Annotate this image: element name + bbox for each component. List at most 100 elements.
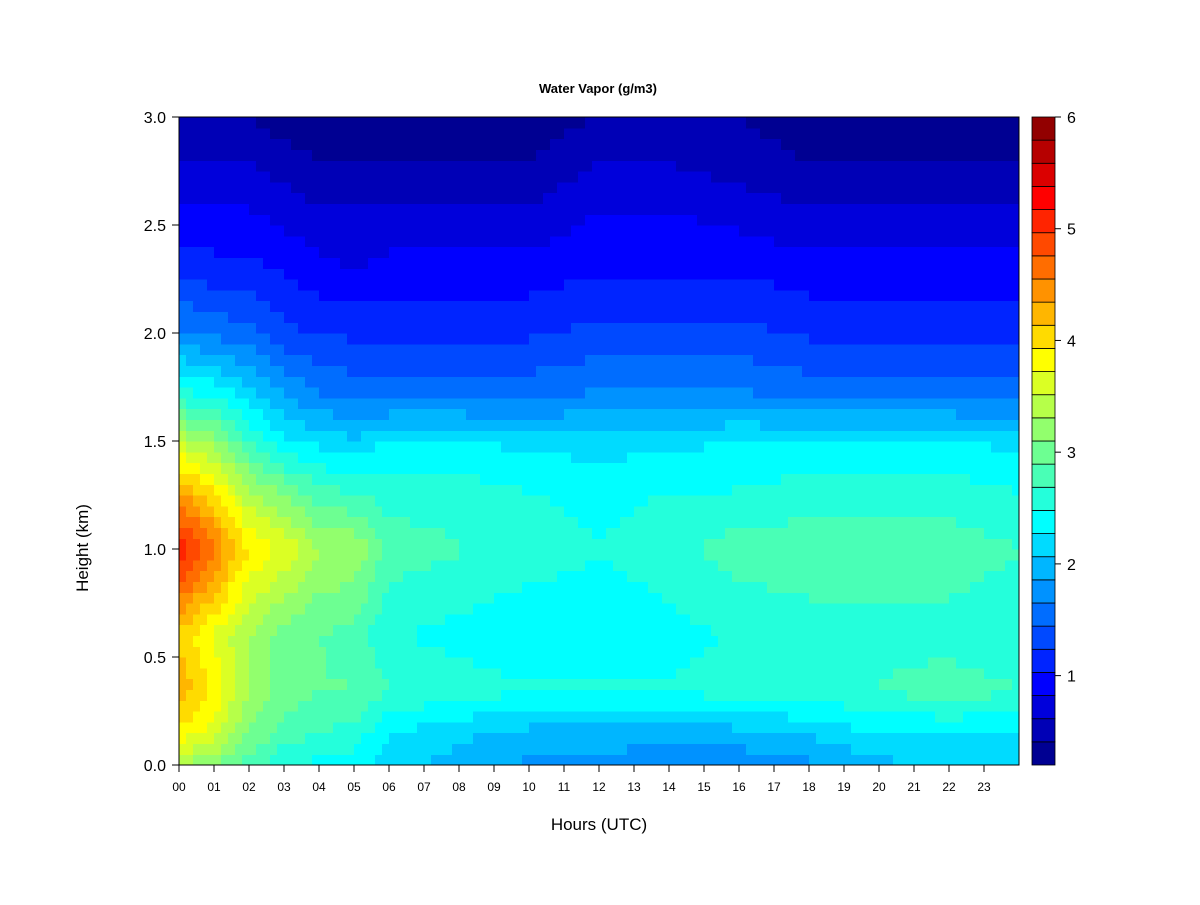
heatmap-cell: [725, 441, 733, 453]
heatmap-cell: [466, 127, 474, 140]
heatmap-cell: [277, 225, 285, 237]
heatmap-cell: [249, 538, 257, 550]
heatmap-cell: [473, 171, 481, 183]
heatmap-cell: [676, 279, 684, 291]
heatmap-cell: [592, 711, 600, 723]
heatmap-cell: [179, 365, 187, 377]
heatmap-cell: [445, 333, 453, 345]
heatmap-cell: [403, 246, 411, 258]
heatmap-cell: [270, 419, 278, 431]
heatmap-cell: [445, 689, 453, 701]
heatmap-cell: [753, 743, 761, 755]
heatmap-cell: [578, 451, 586, 464]
heatmap-cell: [228, 246, 236, 258]
heatmap-cell: [221, 721, 229, 734]
heatmap-cell: [361, 171, 369, 183]
heatmap-cell: [487, 473, 495, 485]
heatmap-cell: [550, 311, 558, 323]
heatmap-cell: [704, 430, 712, 442]
heatmap-cell: [424, 732, 432, 744]
heatmap-cell: [606, 505, 614, 518]
heatmap-cell: [347, 657, 355, 669]
heatmap-cell: [718, 592, 726, 604]
heatmap-cell: [354, 505, 362, 518]
heatmap-cell: [557, 127, 565, 140]
heatmap-cell: [207, 268, 215, 280]
heatmap-cell: [284, 549, 292, 561]
heatmap-cell: [375, 613, 383, 626]
heatmap-cell: [214, 149, 222, 161]
heatmap-cell: [270, 441, 278, 453]
heatmap-cell: [214, 603, 222, 615]
heatmap-cell: [242, 495, 250, 507]
heatmap-cell: [648, 646, 656, 658]
heatmap-cell: [382, 246, 390, 258]
heatmap-cell: [641, 646, 649, 658]
heatmap-cell: [221, 495, 229, 507]
heatmap-cell: [627, 527, 635, 539]
heatmap-cell: [417, 732, 425, 744]
heatmap-cell: [186, 646, 194, 658]
heatmap-cell: [375, 300, 383, 312]
heatmap-cell: [424, 246, 432, 258]
heatmap-cell: [676, 462, 684, 474]
heatmap-cell: [382, 203, 390, 215]
heatmap-cell: [256, 279, 264, 291]
heatmap-cell: [263, 570, 271, 582]
heatmap-cell: [298, 214, 306, 226]
heatmap-cell: [207, 376, 215, 388]
heatmap-cell: [200, 473, 208, 485]
heatmap-cell: [228, 419, 236, 431]
heatmap-cell: [333, 138, 341, 150]
heatmap-cell: [214, 203, 222, 215]
heatmap-cell: [347, 592, 355, 604]
heatmap-cell: [228, 732, 236, 744]
heatmap-cell: [389, 624, 397, 636]
heatmap-cell: [438, 624, 446, 636]
heatmap-cell: [186, 343, 194, 356]
heatmap-cell: [494, 192, 502, 204]
heatmap-cell: [683, 365, 691, 377]
heatmap-cell: [466, 549, 474, 561]
heatmap-cell: [277, 181, 285, 194]
heatmap-cell: [725, 559, 733, 572]
heatmap-cell: [578, 192, 586, 204]
heatmap-cell: [242, 268, 250, 280]
heatmap-cell: [235, 484, 243, 496]
heatmap-cell: [354, 160, 362, 172]
heatmap-cell: [690, 117, 698, 129]
heatmap-cell: [655, 613, 663, 626]
heatmap-cell: [753, 289, 761, 302]
heatmap-cell: [543, 376, 551, 388]
heatmap-cell: [298, 311, 306, 323]
heatmap-cell: [326, 181, 334, 194]
heatmap-cell: [375, 268, 383, 280]
heatmap-cell: [228, 181, 236, 194]
heatmap-cell: [445, 441, 453, 453]
heatmap-cell: [501, 495, 509, 507]
heatmap-cell: [599, 549, 607, 561]
heatmap-cell: [578, 581, 586, 593]
heatmap-cell: [361, 613, 369, 626]
heatmap-cell: [445, 721, 453, 734]
heatmap-cell: [718, 246, 726, 258]
heatmap-cell: [655, 495, 663, 507]
heatmap-cell: [305, 138, 313, 150]
heatmap-cell: [473, 732, 481, 744]
heatmap-cell: [739, 408, 747, 420]
heatmap-cell: [403, 657, 411, 669]
heatmap-cell: [298, 117, 306, 129]
heatmap-cell: [508, 246, 516, 258]
heatmap-cell: [438, 225, 446, 237]
heatmap-cell: [256, 441, 264, 453]
heatmap-cell: [515, 484, 523, 496]
heatmap-cell: [753, 711, 761, 723]
heatmap-cell: [221, 484, 229, 496]
heatmap-cell: [487, 527, 495, 539]
heatmap-cell: [655, 700, 663, 712]
heatmap-cell: [585, 376, 593, 388]
heatmap-cell: [235, 700, 243, 712]
heatmap-cell: [494, 289, 502, 302]
heatmap-cell: [648, 354, 656, 366]
heatmap-cell: [753, 376, 761, 388]
